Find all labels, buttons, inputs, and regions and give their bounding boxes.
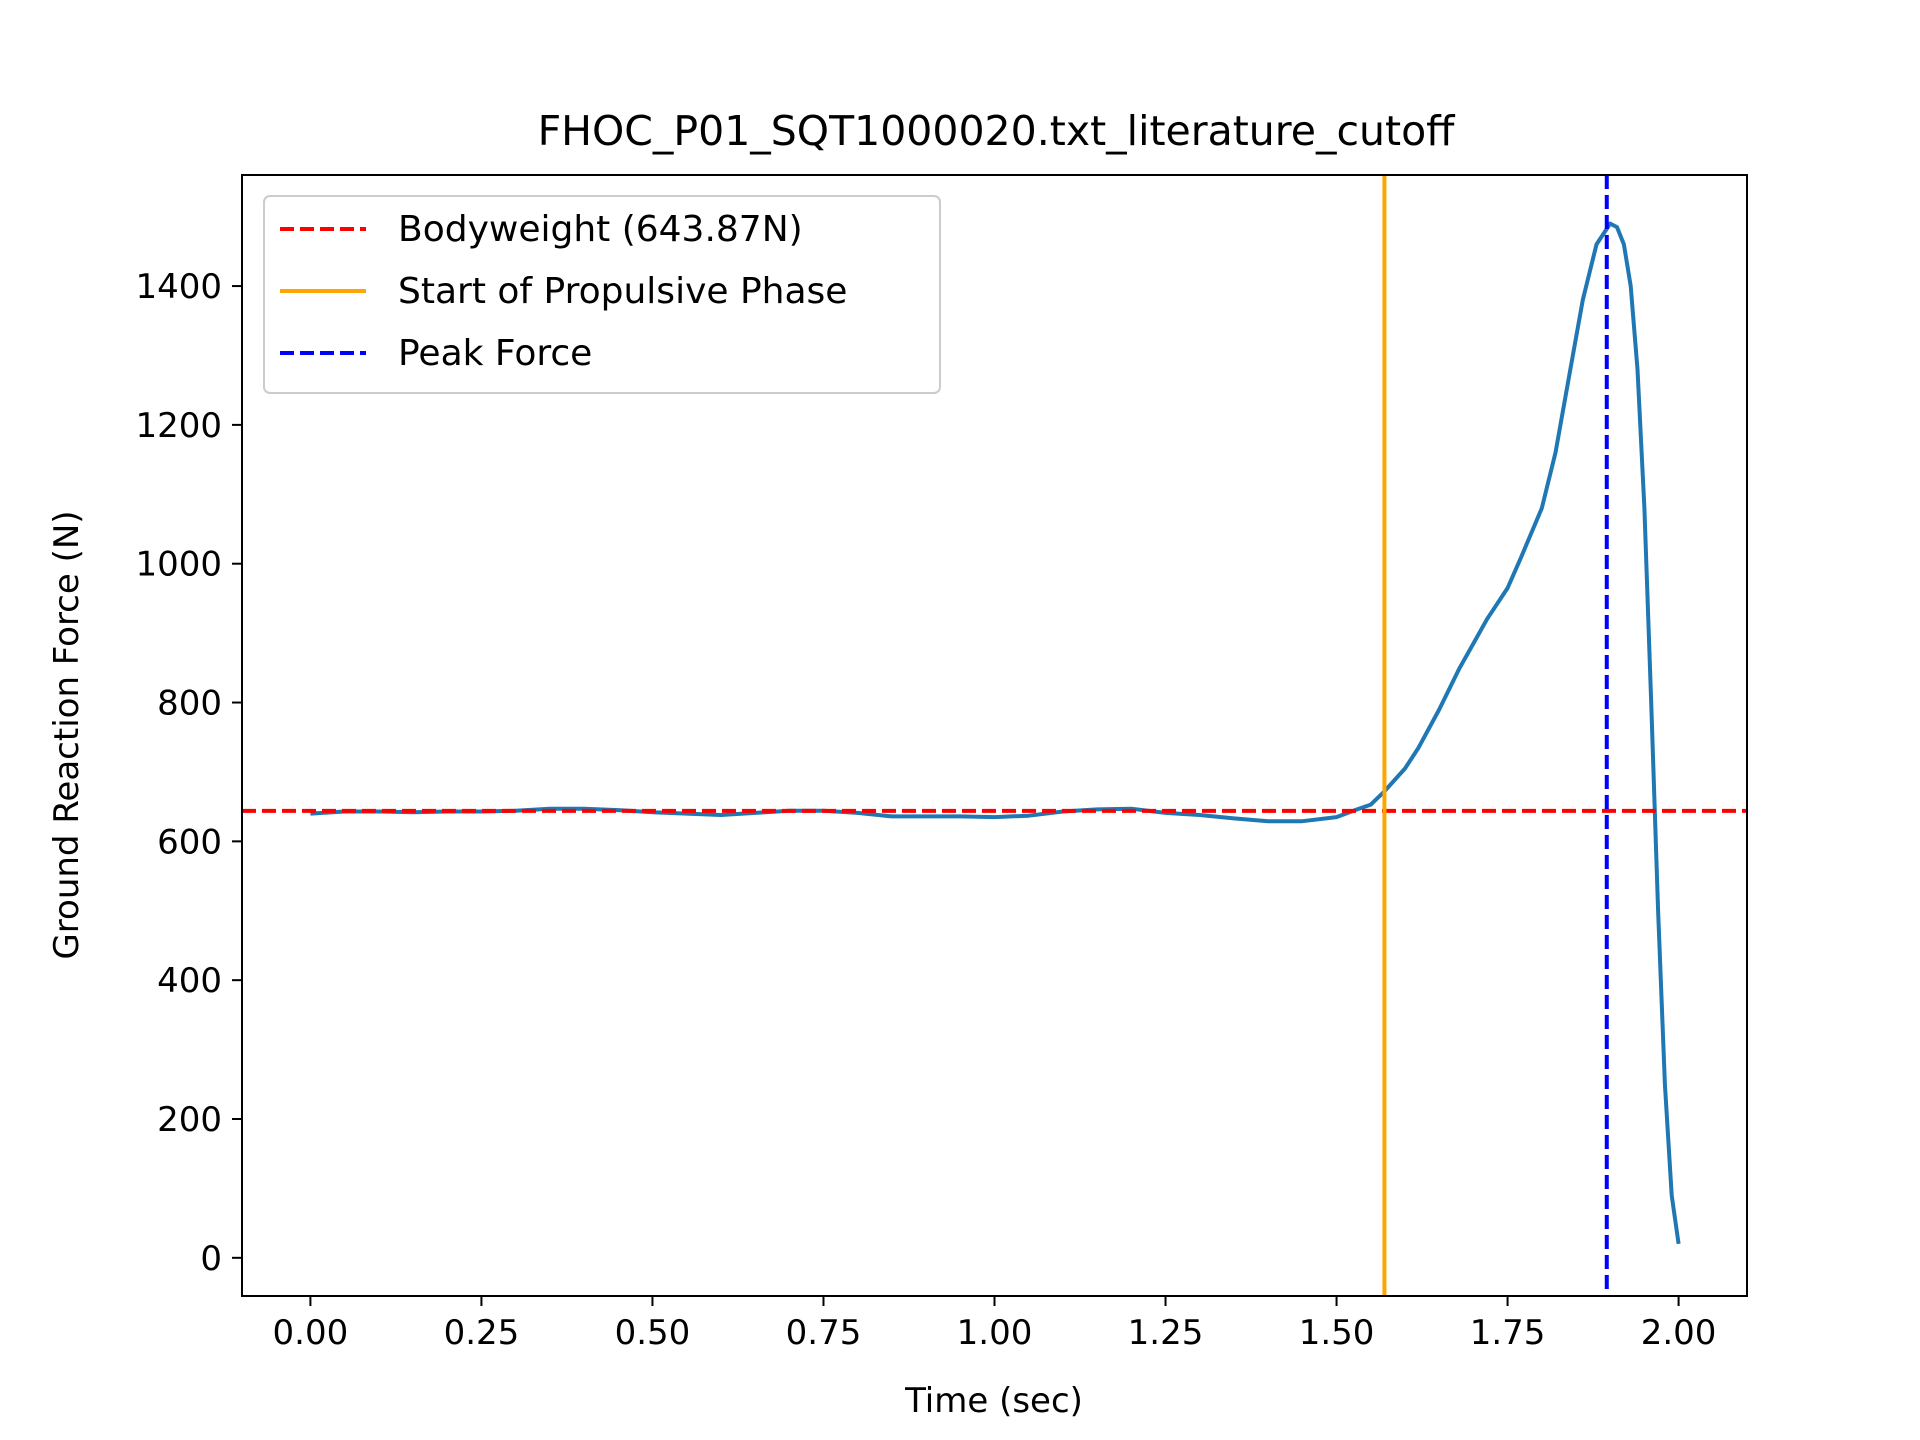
legend-label-peak: Peak Force	[398, 333, 592, 374]
x-tick-label: 2.00	[1641, 1313, 1717, 1353]
chart-title: FHOC_P01_SQT1000020.txt_literature_cutof…	[538, 107, 1457, 155]
y-tick-label: 400	[157, 961, 222, 1001]
x-tick-label: 1.50	[1299, 1313, 1375, 1353]
y-tick-label: 200	[157, 1100, 222, 1140]
y-tick-label: 0	[200, 1239, 222, 1279]
x-tick-label: 1.75	[1470, 1313, 1546, 1353]
x-axis: 0.00 0.25 0.50 0.75 1.00 1.25 1.50 1.75 2.00	[273, 1296, 1717, 1353]
x-tick-label: 0.50	[615, 1313, 691, 1353]
y-tick-label: 1400	[135, 267, 222, 307]
x-tick-label: 0.25	[444, 1313, 520, 1353]
legend-box	[263, 195, 941, 394]
legend-label-bodyweight: Bodyweight (643.87N)	[398, 209, 803, 250]
x-tick-label: 0.75	[786, 1313, 862, 1353]
legend: Bodyweight (643.87N) Start of Propulsive…	[263, 195, 941, 394]
x-axis-label: Time (sec)	[904, 1381, 1083, 1421]
y-tick-label: 600	[157, 822, 222, 862]
y-axis: 0 200 400 600 800 1000 1200 1400	[135, 267, 242, 1279]
x-tick-label: 1.25	[1128, 1313, 1204, 1353]
y-tick-label: 800	[157, 684, 222, 724]
x-tick-label: 0.00	[273, 1313, 349, 1353]
y-tick-label: 1000	[135, 545, 222, 585]
x-tick-label: 1.00	[957, 1313, 1033, 1353]
legend-label-propulsive: Start of Propulsive Phase	[398, 271, 847, 312]
y-tick-label: 1200	[135, 406, 222, 446]
plot-area	[242, 175, 1747, 1296]
y-axis-label: Ground Reaction Force (N)	[47, 510, 87, 959]
